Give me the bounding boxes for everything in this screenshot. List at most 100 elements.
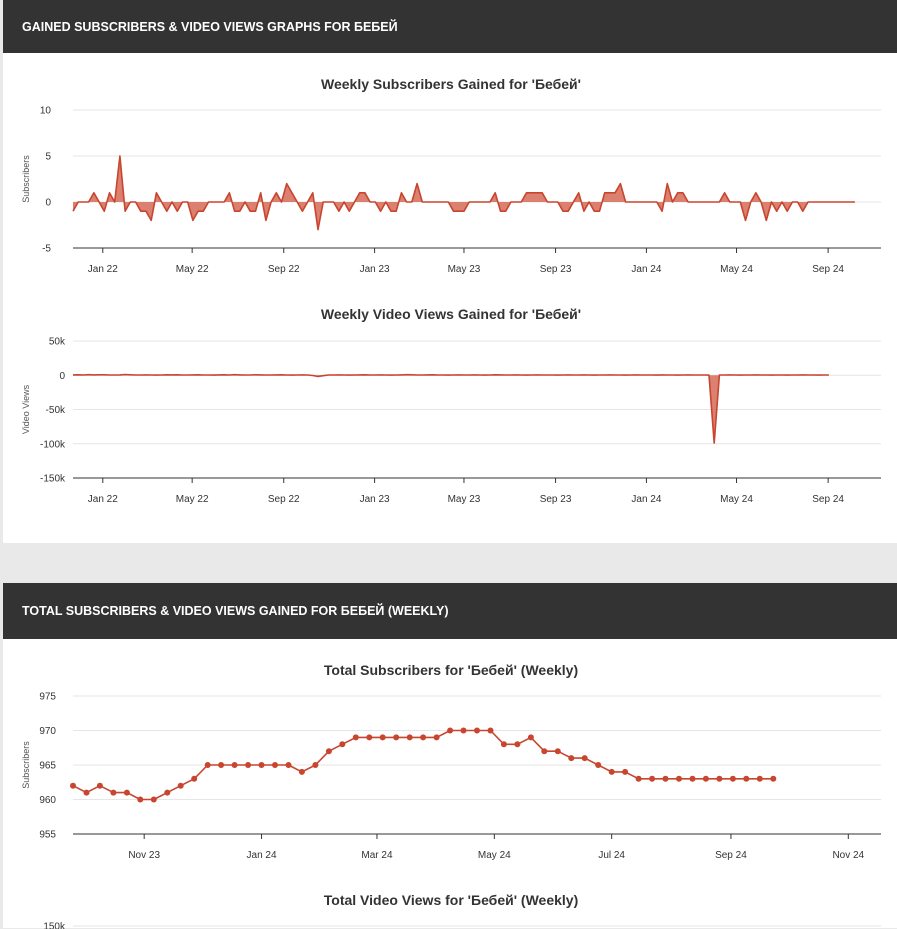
data-point [232,762,238,768]
y-tick-label: 970 [39,726,56,737]
y-tick-label: 0 [45,198,51,209]
x-tick-label: Sep 24 [812,494,844,505]
data-point [407,734,413,740]
data-point [663,776,669,782]
data-point [151,797,157,803]
x-tick-label: May 24 [720,264,753,275]
data-point [420,734,426,740]
x-tick-label: Jul 24 [598,850,625,861]
chart-title: Total Subscribers for 'Бебей' (Weekly) [324,662,578,678]
y-tick-label: 10 [40,106,52,117]
data-point [178,783,184,789]
data-point [191,776,197,782]
y-axis-title: Subscribers [21,155,31,203]
data-point [743,776,749,782]
y-tick-label: -150k [40,474,66,485]
data-point [595,762,601,768]
data-point [730,776,736,782]
x-tick-label: Jan 24 [247,850,277,861]
data-point [703,776,709,782]
data-point [541,748,547,754]
x-tick-label: Jan 22 [88,494,118,505]
data-point [366,734,372,740]
x-tick-label: Sep 22 [268,264,300,275]
data-point [286,762,292,768]
y-tick-label: 975 [39,692,56,703]
data-point [434,734,440,740]
section-body-total: Total Subscribers for 'Бебей' (Weekly) 97… [3,639,897,928]
y-axis-title: Video Views [21,384,31,434]
x-tick-label: Sep 22 [268,494,300,505]
weekly-views-chart: Weekly Video Views Gained for 'Бебей' 50k… [3,283,897,523]
y-axis-title: Subscribers [21,741,31,789]
x-tick-label: Mar 24 [361,850,393,861]
data-point [70,783,76,789]
y-tick-label: 50k [49,337,66,348]
x-tick-label: Nov 23 [128,850,160,861]
data-point [649,776,655,782]
x-tick-label: May 24 [720,494,753,505]
y-tick-label: 965 [39,761,56,772]
data-point [474,728,480,734]
data-point [110,790,116,796]
series-line [73,156,855,230]
data-point [272,762,278,768]
data-point [582,755,588,761]
data-point [259,762,265,768]
data-point [218,762,224,768]
data-point [164,790,170,796]
x-tick-label: Nov 24 [832,850,864,861]
weekly-subscribers-chart: Weekly Subscribers Gained for 'Бебей' 10 5… [3,53,897,283]
x-tick-label: Jan 24 [631,264,661,275]
data-point [84,790,90,796]
series-area [73,156,855,230]
x-tick-label: Sep 23 [540,264,572,275]
x-tick-label: Sep 23 [540,494,572,505]
data-point [622,769,628,775]
data-point [312,762,318,768]
y-tick-label: -100k [40,439,66,450]
chart-title: Weekly Video Views Gained for 'Бебей' [321,306,581,322]
y-tick-label: 5 [45,152,51,163]
data-point [393,734,399,740]
total-subscribers-chart: Total Subscribers for 'Бебей' (Weekly) 97… [3,639,897,869]
data-point [636,776,642,782]
data-point [609,769,615,775]
data-point [461,728,467,734]
data-point [205,762,211,768]
data-point [501,741,507,747]
data-point [770,776,776,782]
x-tick-label: Jan 23 [360,494,390,505]
total-views-chart: Total Video Views for 'Бебей' (Weekly)15… [3,869,897,929]
section-header-gained: GAINED SUBSCRIBERS & VIDEO VIEWS GRAPHS … [3,0,897,53]
chart-title: Total Video Views for 'Бебей' (Weekly) [324,892,579,908]
x-tick-label: Jan 24 [631,494,661,505]
x-tick-label: Sep 24 [715,850,747,861]
x-tick-label: May 22 [176,494,209,505]
y-tick-label: 955 [39,830,56,841]
data-point [690,776,696,782]
data-point [488,728,494,734]
section-body-gained: Weekly Subscribers Gained for 'Бебей' 10 5… [3,53,897,543]
x-tick-label: May 23 [448,264,481,275]
x-tick-label: May 23 [448,494,481,505]
data-point [757,776,763,782]
y-tick-label: -5 [42,244,51,255]
x-tick-label: May 24 [478,850,511,861]
data-point [245,762,251,768]
data-point [299,769,305,775]
y-tick-label: 960 [39,795,56,806]
x-tick-label: Sep 24 [812,264,844,275]
x-tick-label: Jan 22 [88,264,118,275]
chart-title: Weekly Subscribers Gained for 'Бебей' [321,76,581,92]
data-point [137,797,143,803]
data-point [555,748,561,754]
x-tick-label: Jan 23 [360,264,390,275]
data-point [380,734,386,740]
y-tick-label: 0 [59,371,65,382]
data-point [97,783,103,789]
section-header-total: TOTAL SUBSCRIBERS & VIDEO VIEWS GAINED F… [3,583,897,639]
data-point [447,728,453,734]
data-point [326,748,332,754]
data-point [716,776,722,782]
